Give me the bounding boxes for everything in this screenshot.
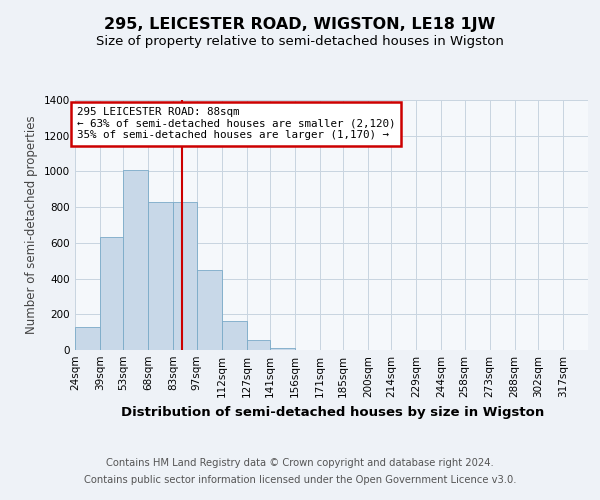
Bar xyxy=(75,327,100,350)
Bar xyxy=(100,236,124,350)
Bar xyxy=(173,202,197,350)
Bar xyxy=(247,340,270,350)
Bar xyxy=(270,348,295,350)
Y-axis label: Number of semi-detached properties: Number of semi-detached properties xyxy=(25,116,38,334)
Bar xyxy=(221,322,247,350)
Bar xyxy=(148,202,173,350)
Text: 295 LEICESTER ROAD: 88sqm
← 63% of semi-detached houses are smaller (2,120)
35% : 295 LEICESTER ROAD: 88sqm ← 63% of semi-… xyxy=(77,107,395,140)
Text: 295, LEICESTER ROAD, WIGSTON, LE18 1JW: 295, LEICESTER ROAD, WIGSTON, LE18 1JW xyxy=(104,18,496,32)
Bar xyxy=(124,170,148,350)
Text: Distribution of semi-detached houses by size in Wigston: Distribution of semi-detached houses by … xyxy=(121,406,545,419)
Text: Contains HM Land Registry data © Crown copyright and database right 2024.: Contains HM Land Registry data © Crown c… xyxy=(106,458,494,468)
Text: Size of property relative to semi-detached houses in Wigston: Size of property relative to semi-detach… xyxy=(96,35,504,48)
Text: Contains public sector information licensed under the Open Government Licence v3: Contains public sector information licen… xyxy=(84,475,516,485)
Bar xyxy=(197,270,221,350)
